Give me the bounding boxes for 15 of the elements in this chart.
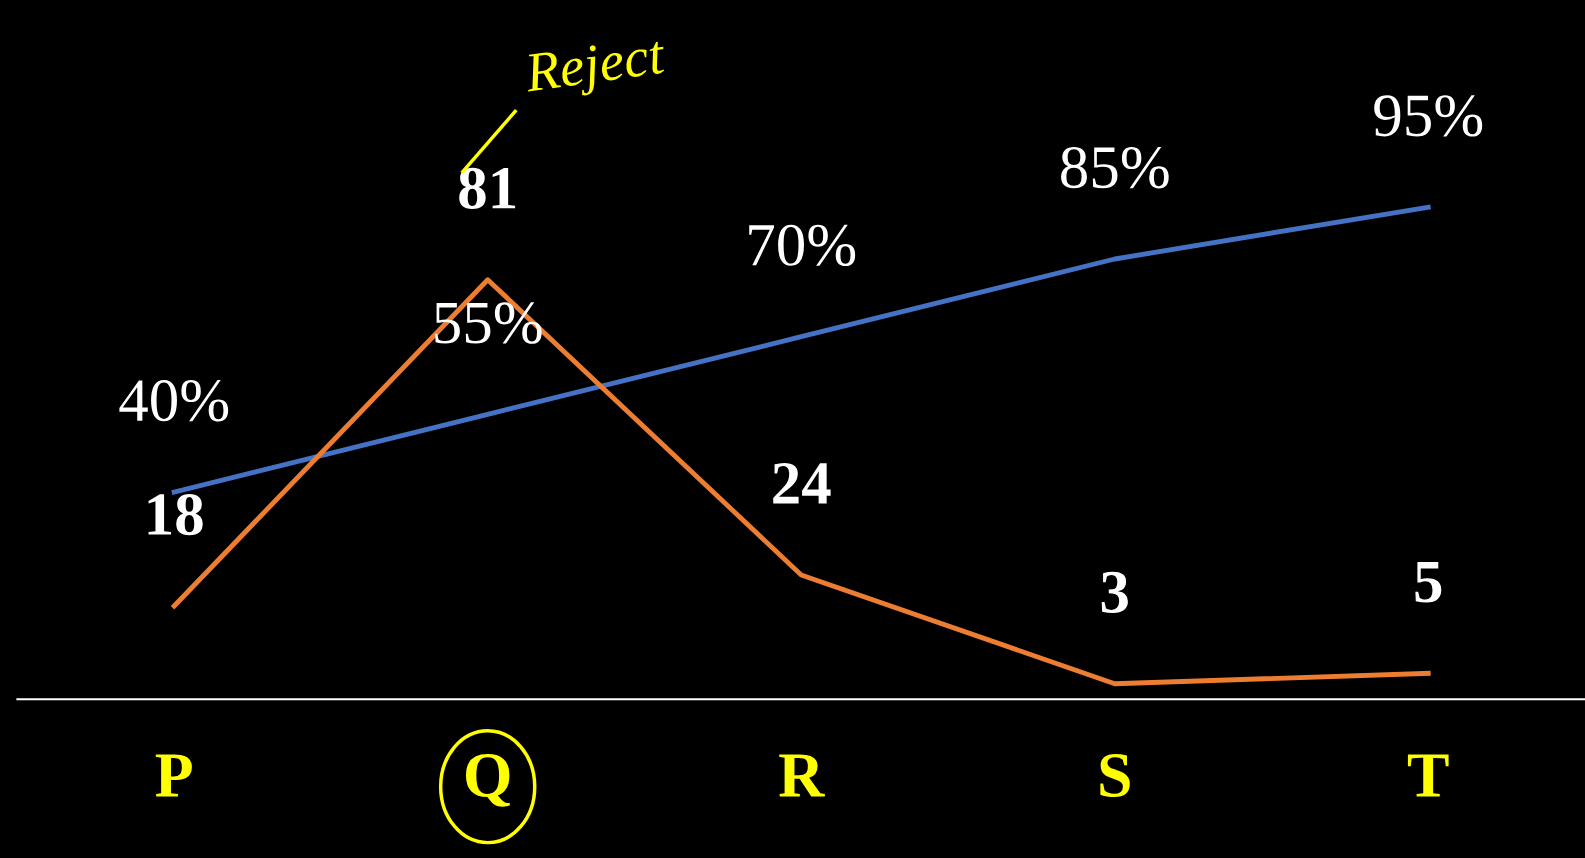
x-tick-label: S [1100, 754, 1130, 798]
x-tick-label: Q [465, 754, 510, 807]
x-tick-label: P [155, 754, 192, 797]
data-label: 40% [119, 380, 229, 422]
annotation: Reject [523, 35, 669, 104]
data-label: 85% [1061, 146, 1169, 189]
data-label: 18 [148, 493, 203, 536]
x-tick-label: R [779, 754, 825, 797]
data-label: 95% [1374, 95, 1483, 137]
data-label: 81 [459, 167, 516, 209]
data-label: 3 [1101, 571, 1128, 613]
data-label: 5 [1415, 561, 1442, 603]
data-label: 24 [773, 463, 831, 504]
x-tick-label: T [1407, 754, 1449, 797]
data-label: 70% [749, 224, 856, 267]
